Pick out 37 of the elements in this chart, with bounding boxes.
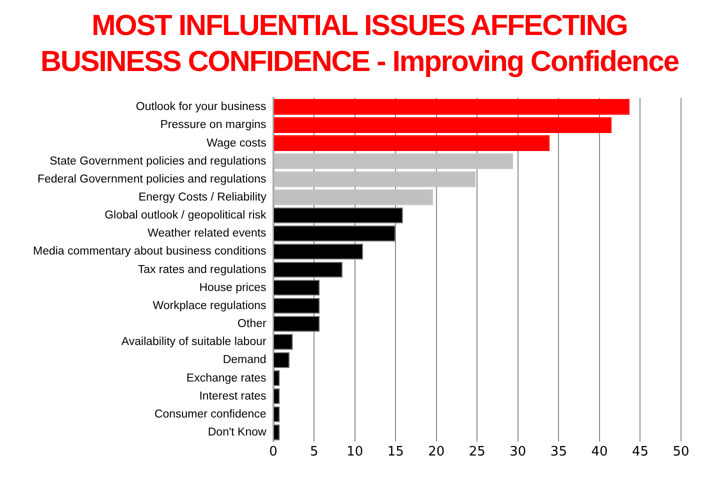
y-tick-label: Other — [238, 318, 266, 330]
x-tick-label: 45 — [632, 444, 649, 460]
bar — [274, 153, 514, 170]
y-tick-label: Outlook for your business — [136, 101, 267, 114]
x-tick-label: 15 — [387, 444, 404, 460]
y-tick-label: Exchange rates — [186, 372, 267, 384]
y-tick-label: Consumer confidence — [154, 408, 266, 420]
x-tick-label: 0 — [269, 444, 278, 460]
y-tick-label: Federal Government policies and regulations — [37, 173, 267, 186]
x-tick-label: 50 — [672, 444, 690, 460]
y-tick-label: Weather related events — [148, 228, 267, 240]
y-tick-label: Global outlook / geopolitical risk — [104, 210, 267, 222]
bar — [274, 189, 434, 206]
y-tick-label: Availability of suitable labour — [121, 336, 266, 348]
x-tick-label: 25 — [468, 444, 486, 460]
y-tick-label: House prices — [199, 282, 267, 294]
x-tick-label: 30 — [510, 444, 526, 460]
x-tick-label: 5 — [310, 444, 318, 460]
bar — [274, 171, 476, 188]
bar — [274, 135, 550, 152]
y-tick-label: State Government policies and regulations — [50, 155, 267, 168]
x-tick-label: 20 — [428, 444, 445, 460]
x-tick-label: 40 — [591, 444, 608, 460]
chart-title: MOST INFLUENTIAL ISSUES AFFECTING BUSINESS CONFIDENCE - Improving Confidence — [40, 9, 680, 80]
x-tick-label: 35 — [550, 444, 567, 460]
y-tick-label: Demand — [222, 354, 266, 366]
y-tick-label: Media commentary about business conditions — [32, 246, 267, 258]
y-tick-label: Interest rates — [199, 390, 267, 402]
y-tick-label: Workplace regulations — [152, 300, 267, 312]
bar — [274, 98, 630, 115]
bar — [274, 117, 612, 133]
y-tick-label: Tax rates and regulations — [138, 264, 267, 276]
y-tick-label: Wage costs — [206, 137, 267, 150]
y-tick-label: Energy Costs / Reliability — [138, 192, 267, 204]
y-tick-label: Don't Know — [208, 426, 268, 439]
x-tick-label: 10 — [346, 444, 364, 460]
y-tick-label: Pressure on margins — [160, 119, 267, 132]
